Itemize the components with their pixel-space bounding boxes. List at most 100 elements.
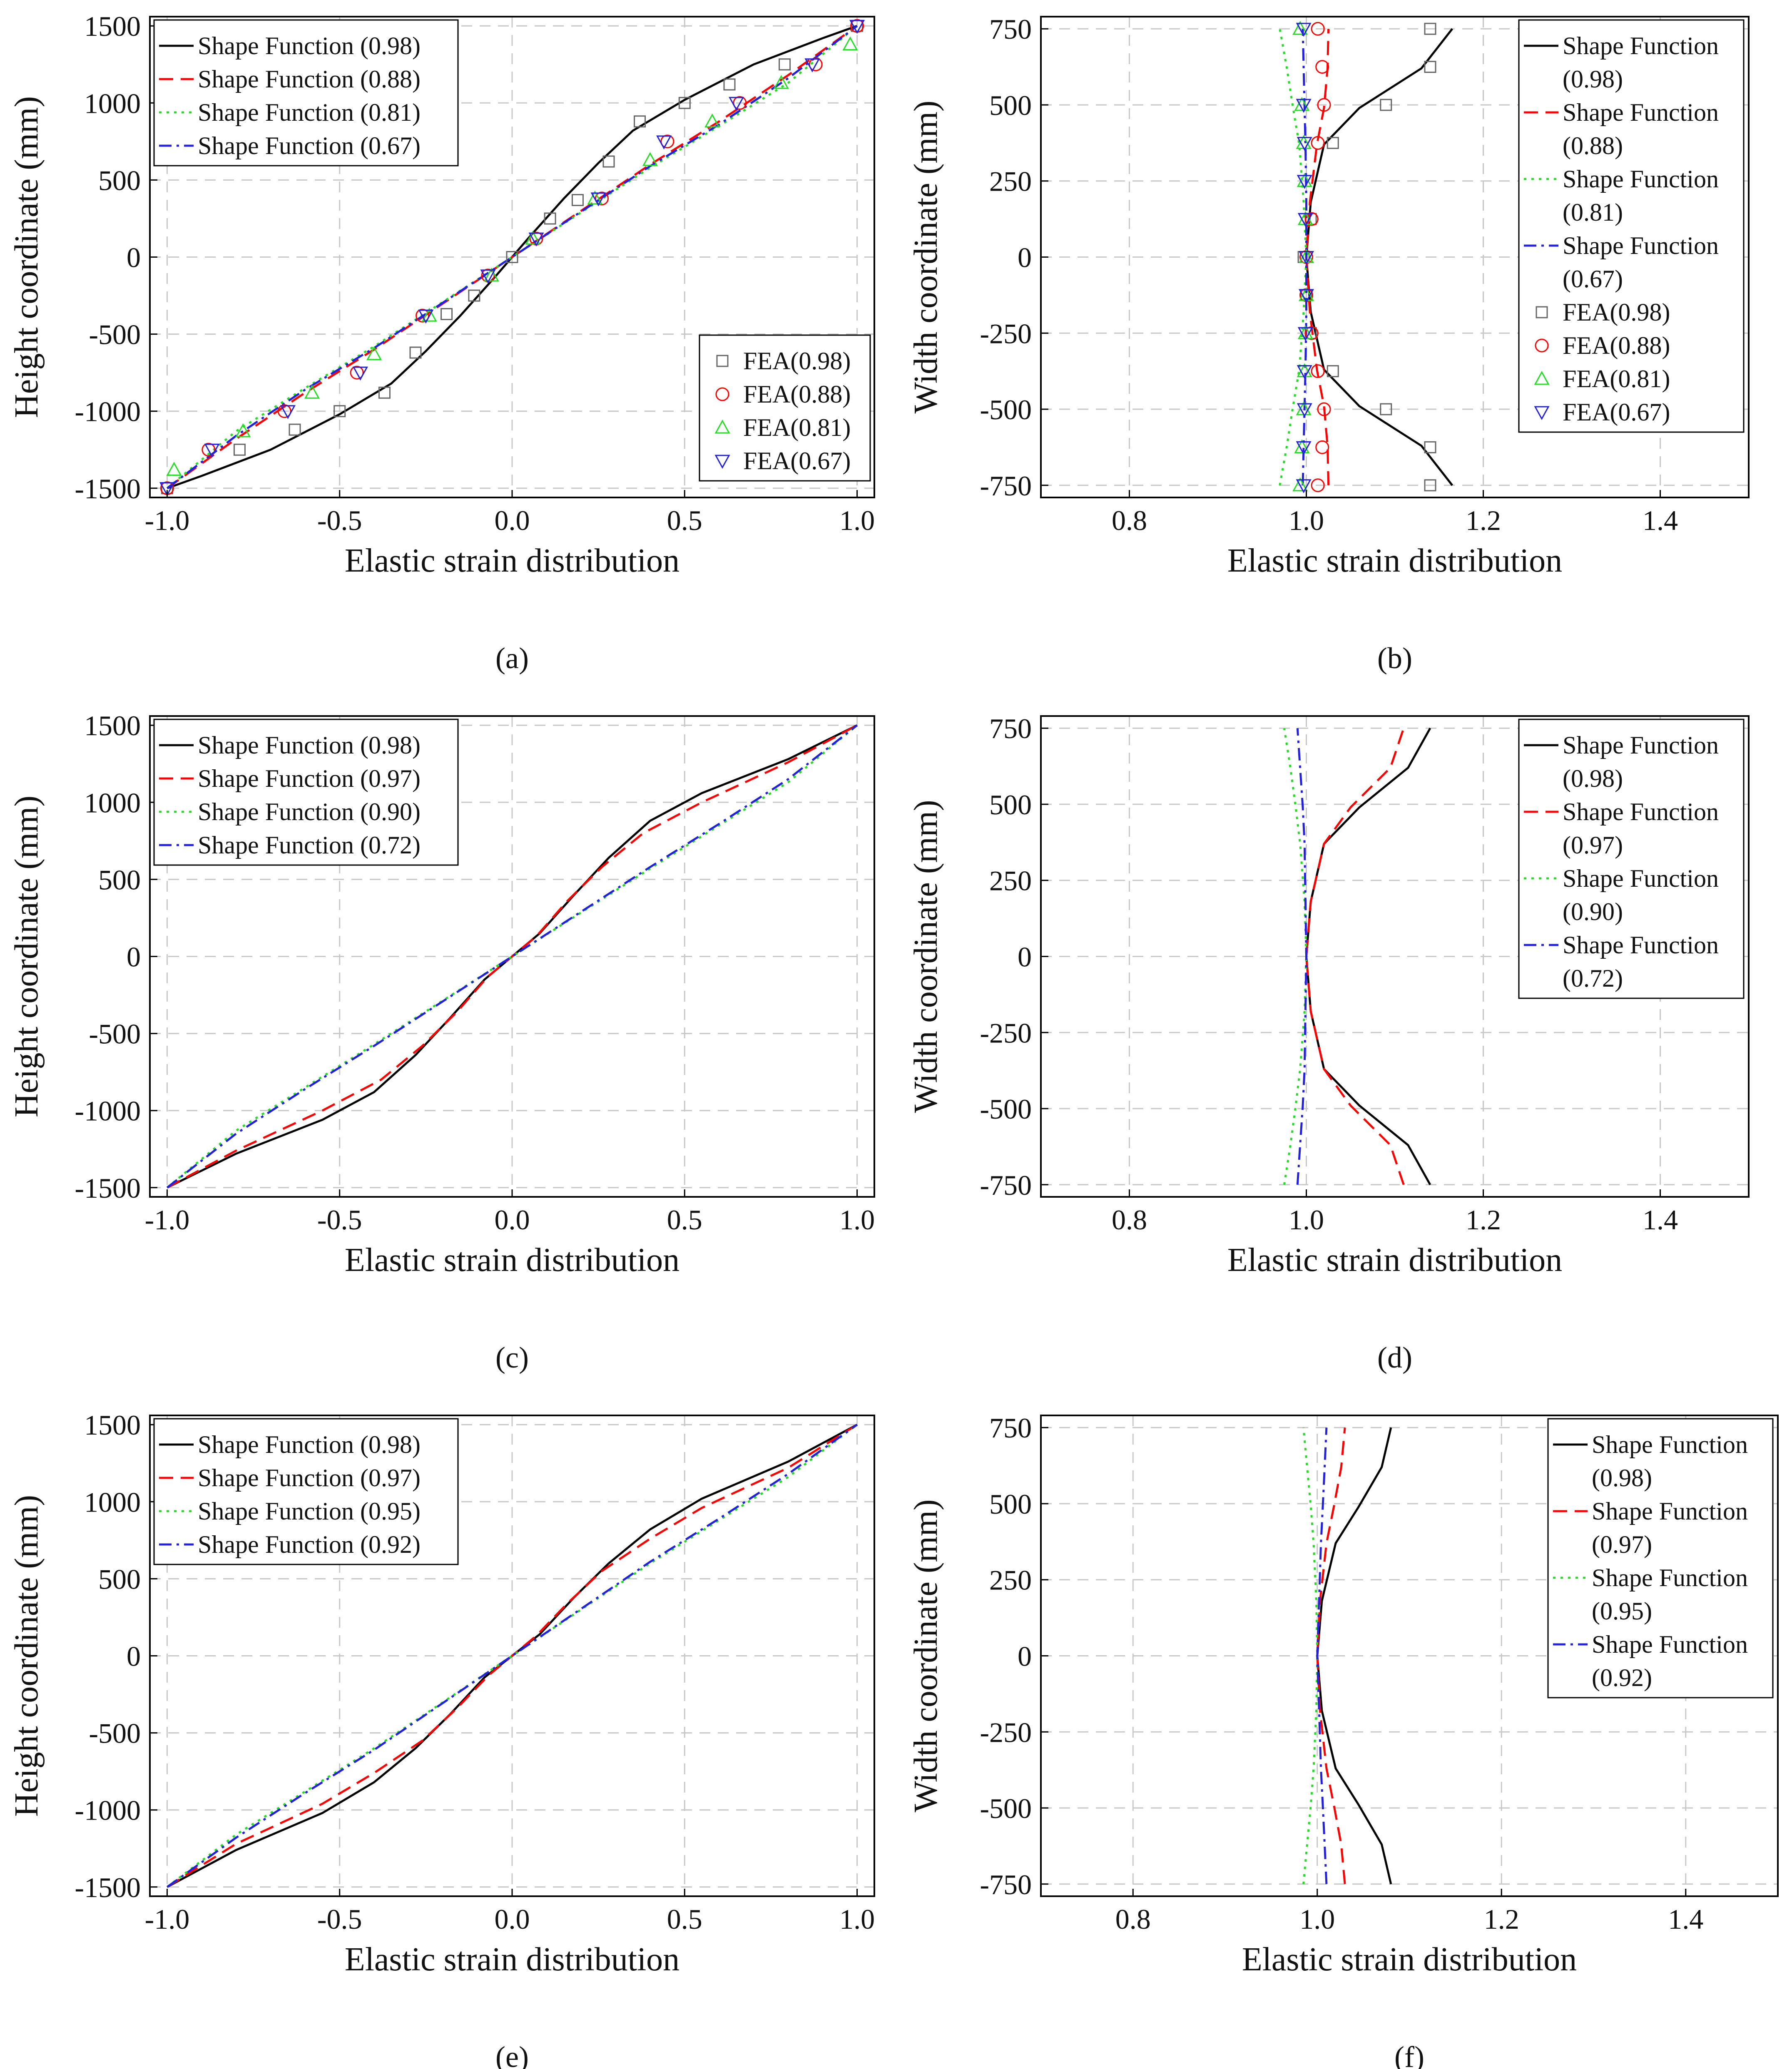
legend-all-entry-label: (0.95) [1592, 1597, 1652, 1625]
data-point-triangle-down [1298, 251, 1314, 265]
x-tick-label: -1.0 [145, 505, 190, 536]
legend-markers-entry-label: FEA(0.81) [743, 414, 851, 441]
data-point-triangle-up [235, 423, 251, 438]
data-point-triangle-down [849, 20, 865, 34]
chart-panel-d: 0.8 1.0 1.2 1.4 -750 -500 -250 0 250 500 750 Elasti… [908, 713, 1750, 1374]
legend-all-box [1547, 1418, 1774, 1698]
data-point-square [409, 346, 422, 359]
legend-lines-entry-label: Shape Function (0.97) [198, 765, 421, 792]
y-tick-label: 0 [127, 1641, 141, 1672]
plot-area [1279, 21, 1454, 493]
legend-lines-entry-label: Shape Function (0.67) [198, 132, 421, 159]
legend-lines-entry-label: Shape Function (0.95) [198, 1497, 421, 1525]
legend-all-entry-label: Shape Function [1592, 1431, 1748, 1458]
y-tick-label: -500 [980, 1793, 1032, 1824]
x-tick-label: 1.0 [1299, 1903, 1335, 1935]
series-line-2 [166, 1424, 858, 1888]
legend-all-entry-label: Shape Function [1563, 731, 1719, 759]
data-point-circle [809, 57, 823, 72]
legend-markers-marker-sample [715, 387, 729, 401]
data-point-square [1327, 365, 1339, 378]
data-point-circle [1311, 22, 1325, 36]
y-tick-label: 1500 [84, 10, 141, 42]
data-point-triangle-down [1296, 441, 1312, 455]
legend-lines-box [153, 19, 459, 167]
y-tick-label: -250 [980, 318, 1032, 349]
data-point-square [1424, 61, 1436, 73]
legend-all-entry-label: (0.97) [1592, 1531, 1652, 1558]
legend-all-entry-label: Shape Function [1563, 798, 1719, 826]
y-axis-label: Width coordinate (mm) [908, 800, 944, 1113]
y-tick-label: -1500 [75, 473, 141, 505]
data-point-triangle-down [352, 366, 368, 381]
data-point-square [378, 386, 391, 399]
data-point-triangle-down [1297, 175, 1312, 189]
data-point-square [1327, 137, 1339, 149]
data-point-square [1380, 99, 1392, 111]
x-tick-label: 1.4 [1668, 1903, 1703, 1935]
data-point-triangle-up [525, 230, 541, 245]
x-tick-label: -1.0 [145, 1204, 190, 1236]
legend-all-entry-label: (0.98) [1563, 765, 1623, 792]
x-tick-label: -0.5 [317, 505, 362, 536]
y-tick-label: 500 [98, 164, 141, 196]
legend-markers-marker-sample [714, 419, 730, 434]
data-point-triangle-up [773, 75, 789, 89]
legend-all-entry-label: Shape Function [1563, 865, 1719, 892]
x-tick-label: 0.5 [667, 1903, 702, 1935]
legend-all-marker-sample [1534, 406, 1550, 420]
x-axis-label: Elastic strain distribution [1227, 1242, 1562, 1278]
data-point-circle [202, 443, 216, 457]
legend-markers-marker-sample [714, 455, 730, 469]
legend-lines-entry-label: Shape Function (0.97) [198, 1464, 421, 1492]
data-point-circle [1304, 326, 1319, 340]
x-tick-label: 1.4 [1643, 505, 1678, 536]
data-point-square [1424, 441, 1436, 453]
legend-markers-entry-label: FEA(0.98) [743, 347, 851, 375]
y-tick-label: -1000 [75, 1095, 141, 1127]
x-tick-label: 0.8 [1112, 1204, 1147, 1236]
data-point-triangle-down [1296, 22, 1312, 37]
x-tick-label: 1.2 [1466, 505, 1501, 536]
data-point-square [571, 194, 584, 206]
legend-all-entry-label: (0.72) [1563, 965, 1623, 992]
data-point-circle [595, 191, 609, 206]
y-tick-label: 1500 [84, 710, 141, 741]
x-tick-label: 1.0 [839, 505, 875, 536]
x-tick-label: 1.0 [1289, 1204, 1324, 1236]
legend-all-entry-label: (0.97) [1563, 831, 1623, 859]
series-line-2 [1302, 1427, 1319, 1885]
x-axis-label: Elastic strain distribution [345, 1941, 679, 1978]
legend-lines-entry-label: Shape Function (0.98) [198, 1431, 421, 1458]
x-tick-label: 0.0 [495, 1204, 530, 1236]
chart-panel-f: 0.8 1.0 1.2 1.4 -750 -500 -250 0 250 500 750 Elasti… [908, 1412, 1779, 2069]
legend-all-entry-label: FEA(0.81) [1563, 365, 1670, 393]
y-axis-label: Width coordinate (mm) [908, 100, 944, 413]
y-tick-label: -500 [980, 394, 1032, 425]
data-point-square [602, 155, 615, 168]
data-point-circle [1311, 478, 1325, 492]
y-tick-label: -1500 [75, 1872, 141, 1903]
y-tick-label: 0 [1018, 1641, 1032, 1672]
data-point-circle [733, 96, 747, 110]
plot-area [1302, 1427, 1392, 1885]
data-point-triangle-down [1297, 365, 1312, 379]
panel-caption: (a) [495, 642, 529, 675]
data-point-square [1424, 479, 1436, 492]
data-point-circle [1315, 440, 1329, 454]
data-point-triangle-down [528, 232, 544, 247]
legend-lines-entry-label: Shape Function (0.90) [198, 798, 421, 826]
data-point-square [334, 405, 346, 418]
legend-all-entry-label: FEA(0.98) [1563, 298, 1670, 326]
data-point-triangle-up [642, 152, 658, 166]
y-axis-label: Height coordinate (mm) [8, 1495, 45, 1817]
data-point-triangle-up [1294, 97, 1310, 111]
data-point-triangle-up [366, 346, 382, 361]
data-point-triangle-down [1296, 479, 1312, 493]
legend-all-entry-label: FEA(0.67) [1563, 398, 1670, 426]
series-line-2 [166, 724, 858, 1189]
legend-lines-entry-label: Shape Function (0.81) [198, 99, 421, 126]
y-tick-label: -500 [980, 1093, 1032, 1125]
y-tick-label: -1500 [75, 1172, 141, 1204]
x-axis-label: Elastic strain distribution [1242, 1941, 1577, 1978]
